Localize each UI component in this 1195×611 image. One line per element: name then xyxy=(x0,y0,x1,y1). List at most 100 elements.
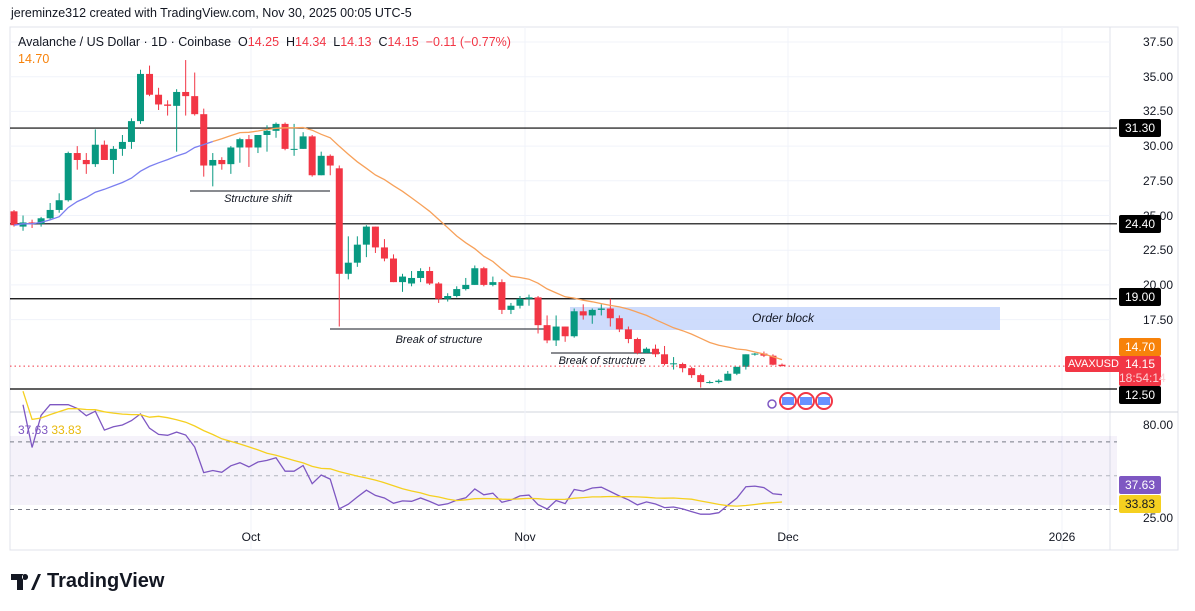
candle-body xyxy=(697,375,705,383)
candle-body xyxy=(164,104,172,106)
candle-body xyxy=(471,268,479,285)
order-block-label[interactable]: Order block xyxy=(751,311,815,325)
candle-body xyxy=(362,226,370,245)
candle-body xyxy=(155,94,163,105)
candle-body xyxy=(109,148,117,160)
low-value: 14.13 xyxy=(340,35,372,49)
candle-body xyxy=(417,271,425,278)
candle-body xyxy=(706,382,714,384)
candle-body xyxy=(408,277,416,284)
candle-body xyxy=(615,318,623,330)
open-label: O xyxy=(238,35,248,49)
candle-body xyxy=(55,200,63,210)
candle-body xyxy=(561,326,569,337)
level-tag-24-40: 24.40 xyxy=(1119,215,1161,233)
ma-line-early xyxy=(13,140,214,226)
ticker-tag: AVAXUSD xyxy=(1065,356,1122,372)
candle-body xyxy=(588,309,596,316)
candle-body xyxy=(399,276,407,283)
last-price-tag: 14.15 18:54:14 xyxy=(1119,356,1166,386)
bos-label-1[interactable]: Break of structure xyxy=(395,334,483,346)
horizontal-levels xyxy=(10,127,1117,390)
candle-body xyxy=(118,141,126,149)
candle-body xyxy=(100,144,108,160)
candle-body xyxy=(778,364,786,367)
close-label: C xyxy=(378,35,388,49)
rsi-band xyxy=(10,436,1117,505)
economic-events-icon xyxy=(767,392,833,410)
ma-legend-value[interactable]: 14.70 xyxy=(18,52,50,66)
price-axis-label: 32.50 xyxy=(1142,104,1173,119)
candle-body xyxy=(10,211,18,226)
candle-body xyxy=(742,354,750,367)
high-label: H xyxy=(285,35,296,49)
candle-body xyxy=(37,218,45,224)
time-label-oct: Oct xyxy=(241,530,261,544)
candle-body xyxy=(688,368,696,376)
rsi-axis-80: 80.00 xyxy=(1142,418,1173,432)
time-label-nov: Nov xyxy=(514,530,536,544)
candle-body xyxy=(299,136,307,149)
candle-body xyxy=(236,139,244,148)
candle-body xyxy=(127,121,135,142)
candle-body xyxy=(552,326,560,341)
bos-label-2[interactable]: Break of structure xyxy=(558,355,646,367)
structure-shift-label[interactable]: Structure shift xyxy=(224,193,292,205)
brand-name: TradingView xyxy=(47,570,165,592)
rsi-line xyxy=(22,404,783,515)
rsi-legend[interactable]: 37.63 33.83 xyxy=(18,423,81,437)
candle-body xyxy=(136,73,144,122)
price-axis-label: 17.50 xyxy=(1142,312,1173,327)
candle-body xyxy=(290,148,298,150)
candle-body xyxy=(82,159,90,165)
chart-frame xyxy=(9,26,1179,551)
candle-body xyxy=(570,311,578,337)
candle-body xyxy=(769,355,777,365)
rsi-ma-legend-value: 33.83 xyxy=(51,423,82,437)
candle-body xyxy=(633,339,641,353)
candle-body xyxy=(281,123,289,149)
level-tag-12-50: 12.50 xyxy=(1119,386,1161,404)
open-value: 14.25 xyxy=(247,35,280,49)
candle-body xyxy=(227,147,235,165)
candle-body xyxy=(606,308,614,319)
candle-body xyxy=(751,353,759,355)
candle-body xyxy=(173,91,181,106)
candle-body xyxy=(146,73,154,95)
price-axis-label: 37.50 xyxy=(1142,35,1173,49)
candle-body xyxy=(661,354,669,365)
candle-body xyxy=(326,155,334,166)
candle-body xyxy=(209,159,217,166)
candle-body xyxy=(263,130,271,135)
price-axis-label: 27.50 xyxy=(1142,173,1173,188)
price-axis-label: 22.50 xyxy=(1142,243,1173,258)
tradingview-logo[interactable]: TradingView xyxy=(11,570,164,593)
symbol-legend[interactable]: Avalanche / US Dollar · 1D · Coinbase O1… xyxy=(18,35,511,49)
candle-body xyxy=(715,380,723,383)
credit-line: jereminze312 created with TradingView.co… xyxy=(11,6,412,20)
candle-body xyxy=(19,222,27,227)
change-value: −0.11 (−0.77%) xyxy=(425,35,511,49)
candle-body xyxy=(652,348,660,355)
candle-body xyxy=(525,297,533,299)
ma-line xyxy=(212,126,783,361)
candles xyxy=(10,60,786,388)
price-axis-label: 30.00 xyxy=(1142,139,1173,154)
candle-body xyxy=(489,282,497,285)
candle-body xyxy=(182,91,190,97)
last-price: 14.15 xyxy=(1124,357,1156,371)
rsi-ma-line xyxy=(22,391,783,507)
time-label-2026: 2026 xyxy=(1048,530,1076,544)
candle-body xyxy=(435,283,443,299)
candle-body xyxy=(624,329,632,340)
ma-price-tag: 14.70 xyxy=(1119,338,1161,356)
low-label: L xyxy=(333,35,341,49)
candle-body xyxy=(218,159,226,165)
rsi-guides xyxy=(10,441,1117,510)
candle-body xyxy=(335,168,343,274)
candle-body xyxy=(371,226,379,248)
candle-body xyxy=(670,363,678,365)
candle-body xyxy=(498,282,506,310)
candle-body xyxy=(344,262,352,274)
